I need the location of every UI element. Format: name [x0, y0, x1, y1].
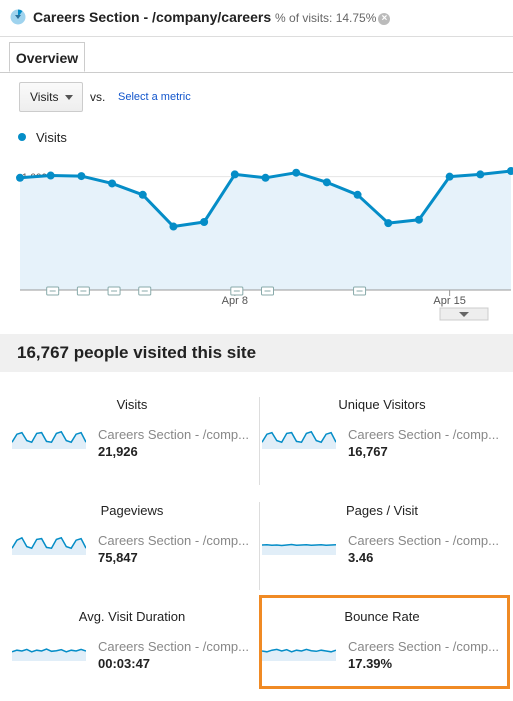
metric-card[interactable]: Unique Visitors Careers Section - /comp..… [262, 393, 502, 489]
sparkline-line [262, 430, 336, 444]
metric-label: Visits [116, 397, 148, 412]
metric-segment-label: Careers Section - /comp... [348, 639, 499, 654]
column-divider [259, 397, 260, 485]
x-tick-label: Apr 15 [433, 295, 465, 307]
sparkline-line [12, 536, 86, 550]
data-point [261, 173, 270, 182]
metric-select[interactable]: Visits [19, 82, 83, 112]
sparkline-line [262, 543, 336, 547]
sparkline-area [262, 544, 336, 555]
sparkline [12, 536, 86, 555]
pie-chart-icon [10, 9, 26, 25]
metric-value: 3.46 [348, 550, 374, 565]
data-point [108, 179, 117, 188]
annotation-icon[interactable] [138, 286, 152, 296]
annotation-icon[interactable] [261, 286, 274, 296]
segment-percent: % of visits: 14.75% [275, 11, 377, 25]
tab-overview[interactable]: Overview [9, 42, 85, 72]
metric-segment-label: Careers Section - /comp... [98, 427, 249, 442]
segment-header: Careers Section - /company/careers % of … [0, 0, 513, 37]
annotation-icon[interactable] [107, 286, 121, 296]
metric-card[interactable]: Bounce Rate Careers Section - /comp... 17.… [262, 605, 502, 701]
data-point [353, 190, 362, 199]
metric-segment-label: Careers Section - /comp... [98, 639, 249, 654]
metric-value: 75,847 [98, 550, 138, 565]
sparkline-area [262, 431, 336, 449]
annotation-icon[interactable] [76, 286, 90, 296]
data-point [445, 172, 454, 181]
metric-card[interactable]: Pages / Visit Careers Section - /comp... 3… [262, 499, 502, 595]
sparkline-line [262, 648, 336, 653]
chart-expand-handle[interactable] [439, 307, 489, 321]
data-point [16, 173, 24, 182]
metric-label: Pages / Visit [345, 503, 419, 518]
highlight-box [259, 595, 510, 689]
segment-title-text: Careers Section - /company/careers [33, 9, 272, 25]
sparkline [262, 648, 336, 661]
column-divider [259, 502, 260, 590]
metric-value: 21,926 [98, 444, 138, 459]
metric-card[interactable]: Visits Careers Section - /comp... 21,926 [12, 393, 252, 489]
data-point [200, 218, 209, 226]
annotation-icon[interactable] [353, 286, 367, 296]
data-point [414, 215, 423, 224]
legend-label: Visits [36, 130, 67, 145]
data-point [384, 219, 393, 228]
metric-value: 00:03:47 [98, 656, 151, 671]
sparkline [12, 648, 86, 661]
sparkline-line [12, 648, 86, 653]
sparkline-line [12, 430, 86, 444]
audience-headline: 16,767 people visited this site [0, 334, 513, 372]
remove-segment-icon[interactable]: × [378, 13, 391, 25]
sparkline [262, 430, 336, 449]
sparkline-area [12, 431, 86, 449]
metric-segment-label: Careers Section - /comp... [348, 533, 499, 548]
metric-value: 16,767 [348, 444, 388, 459]
segment-title[interactable]: Careers Section - /company/careers % of … [33, 9, 391, 25]
metric-card[interactable]: Avg. Visit Duration Careers Section - /co… [12, 605, 252, 701]
data-point [292, 168, 301, 177]
sparkline-area [12, 537, 86, 555]
sparkline [12, 430, 86, 449]
sparkline [262, 543, 336, 555]
data-point [322, 178, 331, 187]
x-tick-label: Apr 8 [222, 295, 248, 307]
annotation-icon[interactable] [46, 286, 60, 296]
tab-bar: Overview [0, 42, 513, 73]
metric-label: Unique Visitors [338, 397, 426, 412]
data-point [77, 172, 86, 181]
annotation-icon[interactable] [230, 286, 244, 296]
chart-legend: Visits [18, 130, 67, 145]
metric-value: 17.39% [348, 656, 393, 671]
area-fill [20, 171, 511, 290]
metric-label: Avg. Visit Duration [78, 609, 186, 624]
metric-segment-label: Careers Section - /comp... [348, 427, 499, 442]
vs-label: vs. [90, 90, 106, 104]
metric-label: Pageviews [100, 503, 164, 518]
metric-select-value: Visits [30, 90, 59, 104]
select-metric-link[interactable]: Select a metric [118, 91, 191, 103]
metric-segment-label: Careers Section - /comp... [98, 533, 249, 548]
sparkline-area [262, 649, 336, 661]
data-point [46, 171, 55, 180]
data-point [507, 167, 513, 175]
data-point [476, 170, 485, 179]
legend-dot-icon [18, 133, 26, 141]
data-point [169, 222, 178, 231]
metric-label: Bounce Rate [344, 609, 420, 624]
data-point [138, 190, 147, 199]
metric-card[interactable]: Pageviews Careers Section - /comp... 75,84… [12, 499, 252, 595]
data-point [230, 170, 239, 179]
chevron-down-icon [65, 95, 73, 100]
